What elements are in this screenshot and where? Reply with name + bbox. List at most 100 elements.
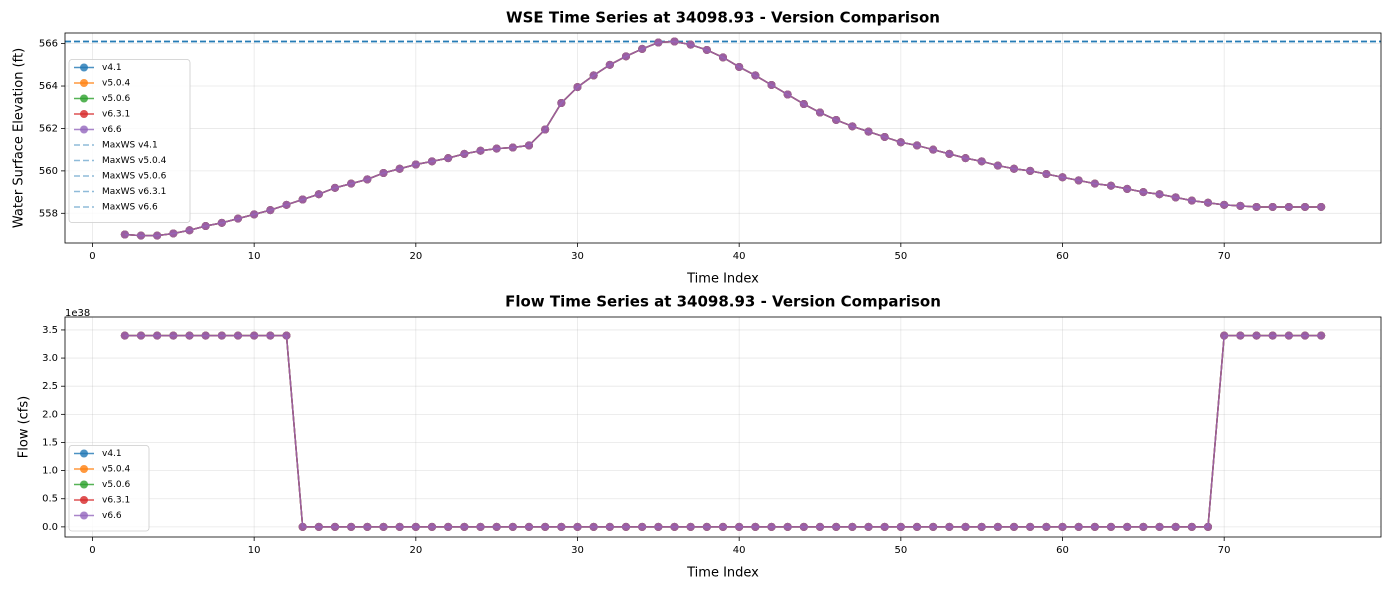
legend-label: v4.1 (102, 449, 122, 459)
y-tick-label: 564 (39, 81, 58, 92)
data-point (557, 99, 566, 107)
data-point (1187, 522, 1196, 531)
data-point (427, 522, 436, 531)
data-point (832, 522, 841, 531)
data-point (1123, 522, 1132, 531)
data-point (686, 522, 695, 531)
data-point (524, 522, 533, 531)
data-point (686, 40, 695, 49)
data-point (1317, 202, 1326, 211)
data-point (751, 71, 760, 80)
data-point (136, 331, 145, 340)
data-point (1123, 184, 1132, 193)
legend-label: MaxWS v5.0.6 (102, 172, 167, 182)
y-axis-label: Water Surface Elevation (ft) (12, 48, 27, 228)
data-point (379, 169, 388, 177)
legend-marker (80, 63, 88, 72)
data-point (476, 522, 485, 531)
data-point (896, 138, 905, 147)
chart-title: Flow Time Series at 34098.93 - Version C… (505, 293, 941, 311)
legend-label: v6.6 (102, 511, 122, 521)
subplot: 0 10 20 30 40 50 60 70 558 560 562 564 566 WSE Time S… (12, 9, 1382, 287)
data-point (169, 229, 178, 238)
data-point (1042, 170, 1051, 179)
data-point (589, 522, 598, 531)
data-point (314, 190, 323, 199)
data-point (735, 522, 744, 531)
subplot: 0 10 20 30 40 50 60 70 0.0 0.5 1.0 1.5 2.0 2.5 3.0 3.5 F… (17, 293, 1382, 581)
data-point (654, 522, 663, 531)
data-point (411, 522, 420, 531)
data-point (621, 522, 630, 531)
data-point (573, 522, 582, 531)
legend-label: MaxWS v4.1 (102, 141, 158, 151)
x-tick-label: 10 (248, 251, 261, 262)
data-point (1026, 166, 1035, 175)
legend-label: v5.0.6 (102, 94, 131, 104)
x-tick-label: 60 (1056, 545, 1069, 556)
legend-label: MaxWS v6.3.1 (102, 187, 166, 197)
legend-marker (80, 79, 88, 87)
data-point (702, 522, 711, 531)
data-point (444, 154, 453, 163)
legend: v4.1 v5.0.4 v5.0.6 v6.3.1 v6.6 (68, 445, 150, 532)
data-point (961, 154, 970, 163)
data-point (363, 522, 372, 531)
data-point (638, 44, 647, 53)
data-point (1058, 173, 1067, 182)
data-point (816, 108, 825, 117)
data-point (233, 331, 242, 340)
data-point (1107, 522, 1116, 531)
data-point (1236, 201, 1245, 210)
data-point (524, 141, 533, 150)
data-point (185, 331, 194, 340)
data-point (1155, 522, 1164, 531)
data-point (1301, 202, 1310, 211)
legend-box (68, 445, 150, 532)
data-point (993, 161, 1002, 170)
data-point (993, 522, 1002, 531)
data-point (816, 522, 825, 531)
data-point (1171, 522, 1180, 531)
x-tick-label: 30 (571, 251, 584, 262)
series-line (124, 40, 1322, 237)
data-point (1204, 198, 1213, 207)
y-tick-label: 0.0 (42, 522, 58, 533)
legend-marker (80, 449, 88, 458)
data-point (621, 52, 630, 61)
legend-label: v5.0.6 (102, 480, 131, 490)
data-point (1010, 522, 1019, 531)
data-point (298, 522, 307, 531)
data-point (1187, 196, 1196, 205)
data-point (880, 522, 889, 531)
x-tick-label: 50 (894, 545, 907, 556)
data-point (217, 331, 226, 340)
data-point (508, 143, 517, 152)
data-point (347, 522, 356, 531)
data-point (638, 522, 647, 531)
x-tick-label: 10 (248, 545, 261, 556)
y-tick-label: 3.5 (42, 325, 58, 336)
data-point (945, 522, 954, 531)
data-point (233, 214, 242, 223)
y-tick-label: 0.5 (42, 494, 58, 505)
data-point (136, 231, 145, 240)
data-point (735, 62, 744, 71)
data-point (605, 60, 614, 69)
series-line (124, 40, 1322, 237)
data-point (1074, 176, 1083, 185)
data-point (298, 195, 307, 204)
data-point (751, 522, 760, 531)
y-tick-label: 566 (39, 39, 58, 50)
data-point (702, 45, 711, 54)
data-point (864, 522, 873, 531)
data-point (330, 522, 339, 531)
data-point (1107, 181, 1116, 190)
data-point (913, 522, 922, 531)
data-point (153, 231, 162, 240)
data-point (977, 157, 986, 166)
x-tick-label: 20 (409, 545, 422, 556)
data-point (476, 146, 485, 155)
legend-marker (80, 465, 88, 473)
